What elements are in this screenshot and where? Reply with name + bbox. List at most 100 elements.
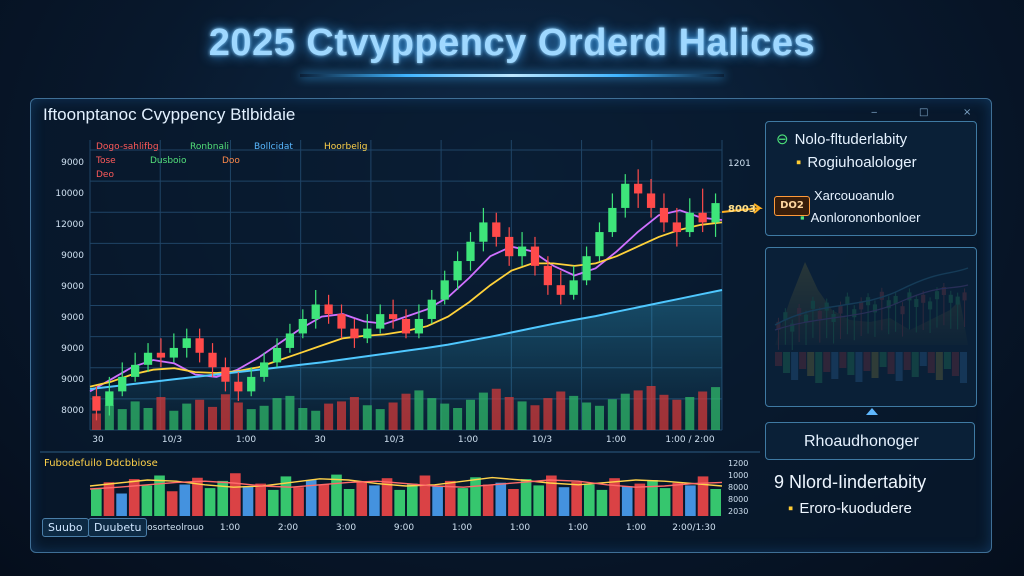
lower-x-label: 9:00	[394, 523, 414, 533]
bullet-icon: ⊖	[776, 131, 789, 148]
indicator-bar	[710, 489, 721, 516]
volume-bar	[375, 409, 385, 430]
indicator-line	[89, 479, 723, 490]
volume-bar	[582, 402, 592, 430]
label-card[interactable]: Rhoaudhonoger	[765, 422, 975, 460]
candle-body	[363, 328, 372, 339]
close-icon[interactable]: ×	[963, 107, 972, 118]
candle-body	[92, 396, 101, 411]
volume-bar	[324, 403, 334, 430]
candle-body	[131, 364, 140, 377]
indicator-bar	[267, 489, 279, 516]
info-line-3: Xarcouoanulo	[814, 188, 895, 203]
candle-body	[337, 314, 346, 329]
label-card-text: Rhoaudhonoger	[804, 433, 919, 450]
x-axis-label: 1:00	[606, 435, 626, 445]
info-line-4: ▪ Aonlorononbonloer	[800, 210, 921, 225]
candle-body	[143, 352, 153, 365]
indicator-bar	[280, 476, 292, 516]
indicator-bar	[457, 488, 469, 516]
indicator-bar	[356, 481, 368, 516]
volume-bar	[672, 399, 682, 430]
indicator-bar	[103, 482, 115, 516]
indicator-bar	[470, 477, 481, 516]
volume-bar	[465, 399, 476, 430]
indicator-bar	[192, 477, 203, 516]
candle-body	[492, 222, 501, 237]
volume-bar	[711, 387, 721, 430]
candle-body	[208, 352, 217, 368]
x-axis-label: 10/3	[384, 435, 404, 445]
volume-bar	[388, 402, 398, 430]
candle-body	[646, 193, 656, 208]
indicator-bar	[293, 487, 304, 516]
y-axis-label: 9000	[61, 282, 84, 292]
indicator-bar	[381, 478, 393, 516]
indicator-bar	[116, 493, 127, 516]
mini-chart-card[interactable]	[765, 247, 977, 407]
volume-bar	[169, 410, 179, 430]
volume-bar	[453, 408, 463, 430]
volume-bar	[233, 402, 243, 430]
info-card[interactable]: ⊖ Nolo-fltuderlabity ▪ Rogiuhoalologer Xar…	[765, 121, 977, 236]
volume-bar	[246, 409, 256, 430]
volume-bar	[517, 401, 527, 430]
legend-entry: Hoorbelig	[324, 142, 367, 152]
volume-bar	[620, 393, 630, 430]
lower-x-label: 1:00	[510, 523, 530, 533]
indicator-bar	[217, 480, 229, 516]
volume-bar	[569, 395, 579, 430]
lower-x-label: 2:00	[278, 523, 298, 533]
axes-labels: 9000 10000 12000 9000 9000 9000 9000 9000 8000 30…	[55, 158, 763, 445]
indicator-bar	[609, 478, 620, 516]
volume-bar	[259, 405, 269, 430]
candle-body	[285, 333, 295, 348]
candle-body	[169, 347, 178, 358]
candle-body	[440, 280, 449, 300]
indicator-bar	[318, 484, 330, 516]
lower-tab-2[interactable]: Duubetu	[88, 518, 148, 537]
lower-x-label: 1:00	[452, 523, 472, 533]
volume-bar	[285, 395, 295, 430]
volume-bar	[195, 399, 205, 430]
title-underline-glow	[300, 74, 724, 77]
candle-body	[517, 246, 527, 257]
candle-body	[427, 299, 436, 319]
maximize-icon[interactable]: □	[919, 107, 929, 118]
candle-body	[259, 362, 269, 377]
lower-x-label: 1:00	[220, 523, 240, 533]
lower-y-label: 1200	[728, 459, 748, 468]
candle-body	[595, 232, 604, 257]
candle-body	[221, 367, 230, 382]
volume-bar	[130, 401, 140, 430]
lower-x-label: 1:00	[626, 523, 646, 533]
indicator-bar	[343, 489, 355, 516]
lower-tab-1[interactable]: Suubo	[42, 518, 89, 537]
indicator-bar	[230, 473, 241, 516]
candle-body	[530, 246, 540, 266]
volume-bar	[530, 405, 540, 430]
indicator-bar	[128, 479, 140, 516]
lower-indicator-chart: Fubodefuilo Ddcbbiose 1200 1000 8000 8000 203…	[40, 451, 760, 533]
volume-bar	[607, 399, 617, 430]
indicator-bar	[672, 482, 684, 516]
footer-line-2: ▪ Eroro-kuodudere	[788, 500, 912, 517]
volume-bar	[272, 398, 282, 430]
indicator-bar	[596, 489, 608, 516]
dot-icon: ▪	[800, 210, 805, 225]
candle-body	[182, 338, 191, 348]
indicator-bar	[432, 486, 443, 516]
indicator-bar	[697, 476, 709, 516]
volume-bar	[298, 408, 308, 430]
minimize-icon[interactable]: ‒	[871, 107, 878, 118]
x-axis-label: 10/3	[162, 435, 182, 445]
indicator-bar	[141, 485, 153, 516]
volume-bar	[504, 397, 514, 430]
indicator-line	[89, 476, 723, 488]
indicator-bar	[91, 489, 102, 516]
indicator-bar	[369, 485, 380, 516]
lower-y-label: 8000	[728, 495, 748, 504]
volume-bar	[491, 388, 501, 430]
x-axis-label: 10/3	[532, 435, 552, 445]
volume-bar	[543, 398, 553, 430]
